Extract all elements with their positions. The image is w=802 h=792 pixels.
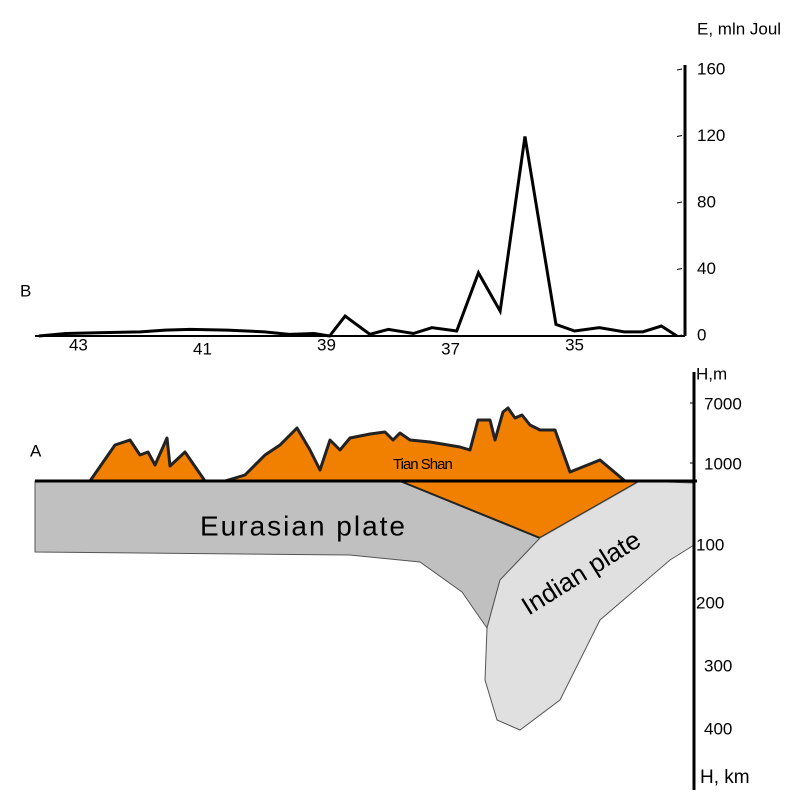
panel-label: B xyxy=(20,281,31,300)
tick-label: 1000 xyxy=(704,454,742,473)
x-tick-label: 39 xyxy=(317,335,336,354)
mountains xyxy=(88,436,207,483)
tick-label: 400 xyxy=(704,719,732,738)
x-tick-label: 41 xyxy=(193,339,212,358)
y-tick xyxy=(676,268,683,270)
y-axis-label: E, mln Joul xyxy=(697,19,781,38)
axis-label: H,m xyxy=(696,364,727,383)
tick-label: 200 xyxy=(696,593,724,612)
y-tick-label: 40 xyxy=(697,259,716,278)
data-line xyxy=(38,136,678,338)
panel-label: A xyxy=(30,441,42,460)
tick-label: 7000 xyxy=(704,394,742,413)
y-tick-label: 120 xyxy=(697,126,725,145)
y-tick xyxy=(676,68,683,71)
y-tick xyxy=(676,201,683,204)
y-tick xyxy=(676,135,683,137)
y-tick-label: 0 xyxy=(697,325,706,344)
y-tick-label: 80 xyxy=(697,192,716,211)
tick-label: 300 xyxy=(704,656,732,675)
mountains-label: Tian Shan xyxy=(393,456,452,473)
tick-label: 100 xyxy=(696,535,724,554)
x-tick-label: 43 xyxy=(69,335,88,354)
axis-label: H, km xyxy=(700,767,750,788)
x-tick-label: 37 xyxy=(441,339,460,358)
x-tick-label: 35 xyxy=(565,335,584,354)
y-tick xyxy=(676,334,683,337)
y-tick-label: 160 xyxy=(697,59,725,78)
mountains xyxy=(223,406,627,483)
plate-label: Eurasian plate xyxy=(200,510,407,541)
